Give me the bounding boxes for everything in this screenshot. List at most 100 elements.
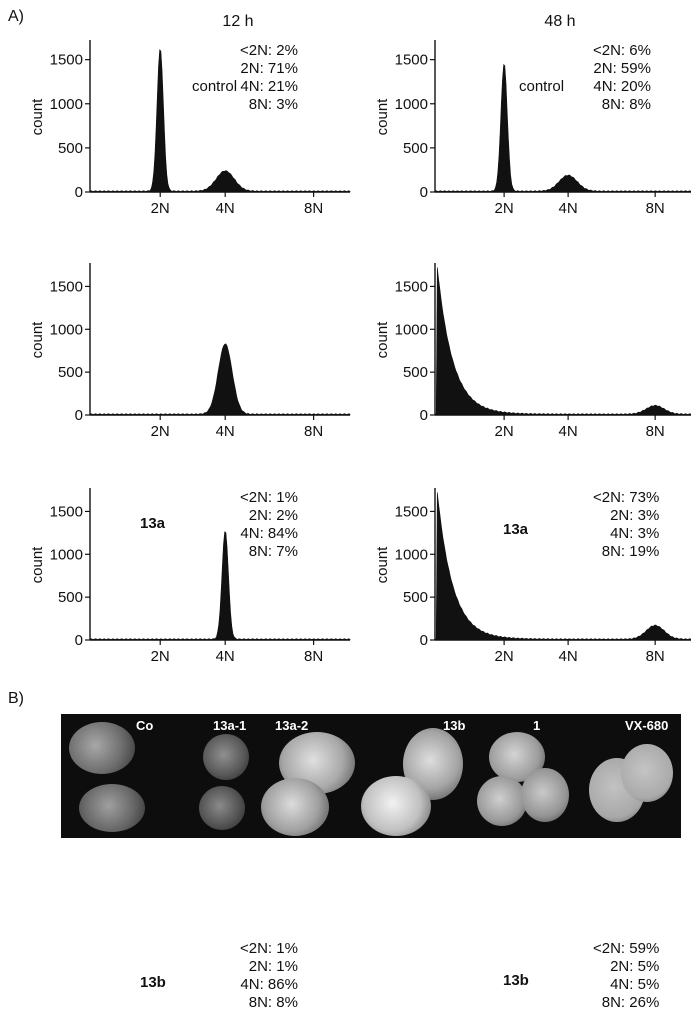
y-tick-label: 0 — [420, 632, 428, 649]
y-tick-label: 1500 — [395, 278, 428, 295]
x-tick-label: 4N — [216, 648, 235, 665]
y-tick-label: 500 — [403, 364, 428, 381]
nucleus — [203, 734, 249, 780]
x-tick-label: 8N — [304, 200, 323, 217]
ploidy-stat-row: 4N: 21% — [240, 78, 298, 95]
y-tick-label: 1000 — [395, 546, 428, 563]
histogram-48h-13b: 0 500 1000 1500 count 2N 4N 8N — [374, 488, 691, 665]
ploidy-stats: <2N: 6% 2N: 59% 4N: 20% 8N: 8% — [593, 42, 651, 114]
x-tick-label: 8N — [304, 648, 323, 665]
ploidy-stats: <2N: 1% 2N: 2% 4N: 84% 8N: 7% — [240, 489, 298, 561]
ploidy-stat-row: 2N: 59% — [593, 60, 651, 77]
y-tick-label: 500 — [58, 364, 83, 381]
y-axis-label: count — [374, 546, 391, 584]
y-tick-label: 1000 — [50, 321, 83, 338]
ploidy-stat-row: 8N: 26% — [601, 994, 660, 1011]
ploidy-stat-row: <2N: 1% — [240, 489, 298, 506]
nucleus — [521, 768, 569, 822]
x-tick-label: 2N — [151, 200, 170, 217]
micrograph-cell-1: 1 — [471, 714, 571, 838]
histogram-12h-13b: 0 500 1000 1500 count 2N 4N 8N — [29, 488, 351, 665]
y-tick-label: 500 — [403, 589, 428, 606]
condition-label: control — [519, 78, 565, 95]
x-tick-label: 4N — [216, 200, 235, 217]
histogram-area — [89, 531, 351, 641]
y-tick-label: 1500 — [395, 52, 428, 69]
y-tick-label: 1000 — [395, 321, 428, 338]
panel-a-label: A) — [8, 8, 24, 25]
histogram-area — [89, 49, 351, 193]
ploidy-stat-row: 8N: 7% — [248, 543, 298, 560]
micrograph-label-13a-2: 13a-2 — [275, 718, 309, 733]
ploidy-stat-row: 8N: 8% — [248, 994, 298, 1011]
x-tick-label: 4N — [559, 200, 578, 217]
histogram-12h-13a: 0 500 1000 1500 count 2N 4N 8N — [29, 263, 351, 440]
y-tick-label: 500 — [58, 589, 83, 606]
micrograph-label-13b: 13b — [443, 718, 466, 733]
ploidy-stats: <2N: 59% 2N: 5% 4N: 5% 8N: 26% — [593, 940, 659, 1012]
micrograph-cell-13a-1: 13a-1 — [161, 714, 261, 838]
micrograph-cell-co: Co — [61, 714, 161, 838]
x-tick-label: 2N — [495, 200, 514, 217]
y-tick-label: 1500 — [395, 503, 428, 520]
ploidy-stat-row: 4N: 86% — [240, 976, 298, 993]
y-tick-label: 500 — [58, 140, 83, 157]
ploidy-stat-row: 4N: 3% — [610, 525, 660, 542]
histogram-48h-control: 0 500 1000 1500 count 2N 4N 8N — [374, 40, 691, 217]
x-tick-label: 2N — [495, 423, 514, 440]
y-axis-label: count — [29, 98, 46, 136]
condition-label: 13b — [140, 974, 166, 991]
y-tick-label: 500 — [403, 140, 428, 157]
nucleus — [621, 744, 673, 802]
micrograph-strip: Co 13a-1 13a-2 13b 1 VX-680 — [61, 714, 681, 838]
x-tick-label: 4N — [559, 423, 578, 440]
ploidy-stat-row: 2N: 1% — [248, 958, 298, 975]
histogram-area — [434, 492, 691, 641]
panel-b-label: B) — [8, 690, 24, 707]
ploidy-stat-row: <2N: 73% — [593, 489, 660, 506]
x-tick-label: 8N — [646, 648, 665, 665]
micrograph-label-1: 1 — [533, 718, 541, 733]
nucleus — [199, 786, 245, 830]
x-tick-label: 4N — [216, 423, 235, 440]
y-tick-label: 1500 — [50, 52, 83, 69]
x-tick-label: 8N — [646, 200, 665, 217]
y-axis-label: count — [29, 321, 46, 359]
ploidy-stat-row: <2N: 59% — [593, 940, 660, 957]
y-tick-label: 1500 — [50, 278, 83, 295]
ploidy-stats: <2N: 1% 2N: 1% 4N: 86% 8N: 8% — [240, 940, 298, 1012]
condition-label: 13b — [503, 972, 529, 989]
nucleus — [361, 776, 431, 836]
ploidy-stat-row: 4N: 84% — [240, 525, 298, 542]
nucleus — [79, 784, 145, 832]
ploidy-stat-row: <2N: 6% — [593, 42, 651, 59]
ploidy-stat-row: <2N: 1% — [240, 940, 298, 957]
column-title-48h: 48 h — [544, 13, 576, 30]
micrograph-label-vx-680: VX-680 — [625, 718, 669, 733]
histogram-area — [89, 343, 351, 416]
ploidy-stat-row: <2N: 2% — [240, 42, 298, 59]
y-axis-label: count — [374, 321, 391, 359]
ploidy-stat-row: 2N: 5% — [610, 958, 660, 975]
condition-label: control — [192, 78, 238, 95]
nucleus — [69, 722, 135, 774]
histogram-area — [434, 63, 691, 193]
x-tick-label: 2N — [151, 423, 170, 440]
ploidy-stat-row: 8N: 3% — [248, 96, 298, 113]
ploidy-stat-row: 4N: 20% — [593, 78, 651, 95]
y-tick-label: 1500 — [50, 503, 83, 520]
condition-label: 13a — [140, 515, 166, 532]
histogram-48h-13a: 0 500 1000 1500 count 2N 4N 8N — [374, 263, 691, 440]
histogram-12h-control: 0 500 1000 1500 count 2N 4N 8N — [29, 40, 351, 217]
x-tick-label: 8N — [304, 423, 323, 440]
ploidy-stats: <2N: 73% 2N: 3% 4N: 3% 8N: 19% — [593, 489, 659, 561]
ploidy-stat-row: 2N: 3% — [610, 507, 660, 524]
x-tick-label: 8N — [646, 423, 665, 440]
y-tick-label: 0 — [420, 184, 428, 201]
y-axis-label: count — [374, 98, 391, 136]
y-tick-label: 1000 — [50, 546, 83, 563]
ploidy-stat-row: 2N: 71% — [240, 60, 298, 77]
y-axis-label: count — [29, 546, 46, 584]
micrograph-cell-13b: 13b — [361, 714, 471, 838]
y-tick-label: 0 — [75, 632, 83, 649]
